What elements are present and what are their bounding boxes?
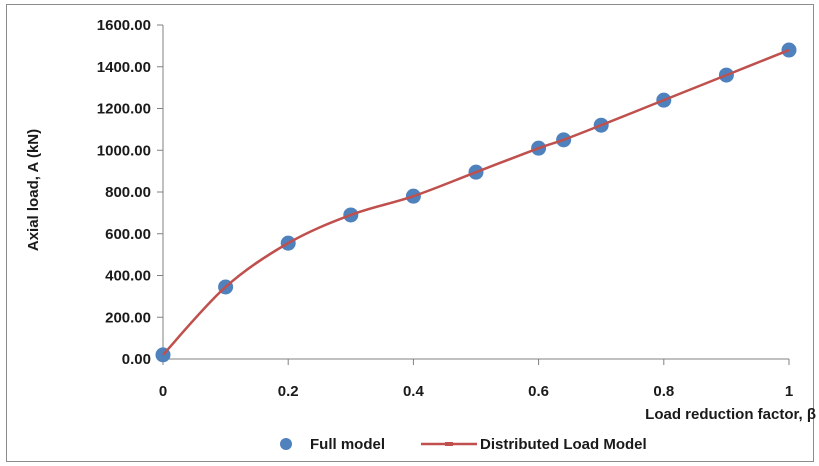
x-tick-label: 0.8	[653, 383, 674, 400]
y-axis-title: Axial load, A (kN)	[25, 129, 42, 251]
y-tick-label: 1400.00	[97, 59, 151, 76]
legend: Full model Distributed Load Model	[280, 436, 647, 453]
legend-label-full-model: Full model	[310, 436, 385, 453]
y-tick-label: 1000.00	[97, 142, 151, 159]
legend-label-distributed-load-model: Distributed Load Model	[480, 436, 647, 453]
legend-marker-full-model	[280, 438, 292, 450]
y-axis: 0.00 200.00 400.00 600.00 800.00 1000.00 1200.…	[97, 17, 164, 368]
y-tick-label: 200.00	[105, 309, 151, 326]
x-tick-label: 1	[785, 383, 793, 400]
x-tick-label: 0.6	[528, 383, 549, 400]
y-tick-label: 1200.00	[97, 101, 151, 118]
x-axis: 0 0.2 0.4 0.6 0.8 1	[159, 358, 793, 400]
x-axis-title: Load reduction factor, β	[645, 406, 816, 423]
series-layer	[155, 42, 797, 363]
chart-frame	[6, 4, 814, 462]
x-tick-label: 0.2	[278, 383, 299, 400]
x-tick-label: 0	[159, 383, 167, 400]
y-tick-label: 0.00	[122, 351, 151, 368]
y-tick-label: 1600.00	[97, 17, 151, 34]
y-tick-label: 800.00	[105, 184, 151, 201]
y-tick-label: 400.00	[105, 268, 151, 285]
x-tick-label: 0.4	[403, 383, 425, 400]
y-tick-label: 600.00	[105, 226, 151, 243]
legend-line-marker	[445, 442, 453, 446]
distributed-load-model-line	[162, 48, 790, 356]
